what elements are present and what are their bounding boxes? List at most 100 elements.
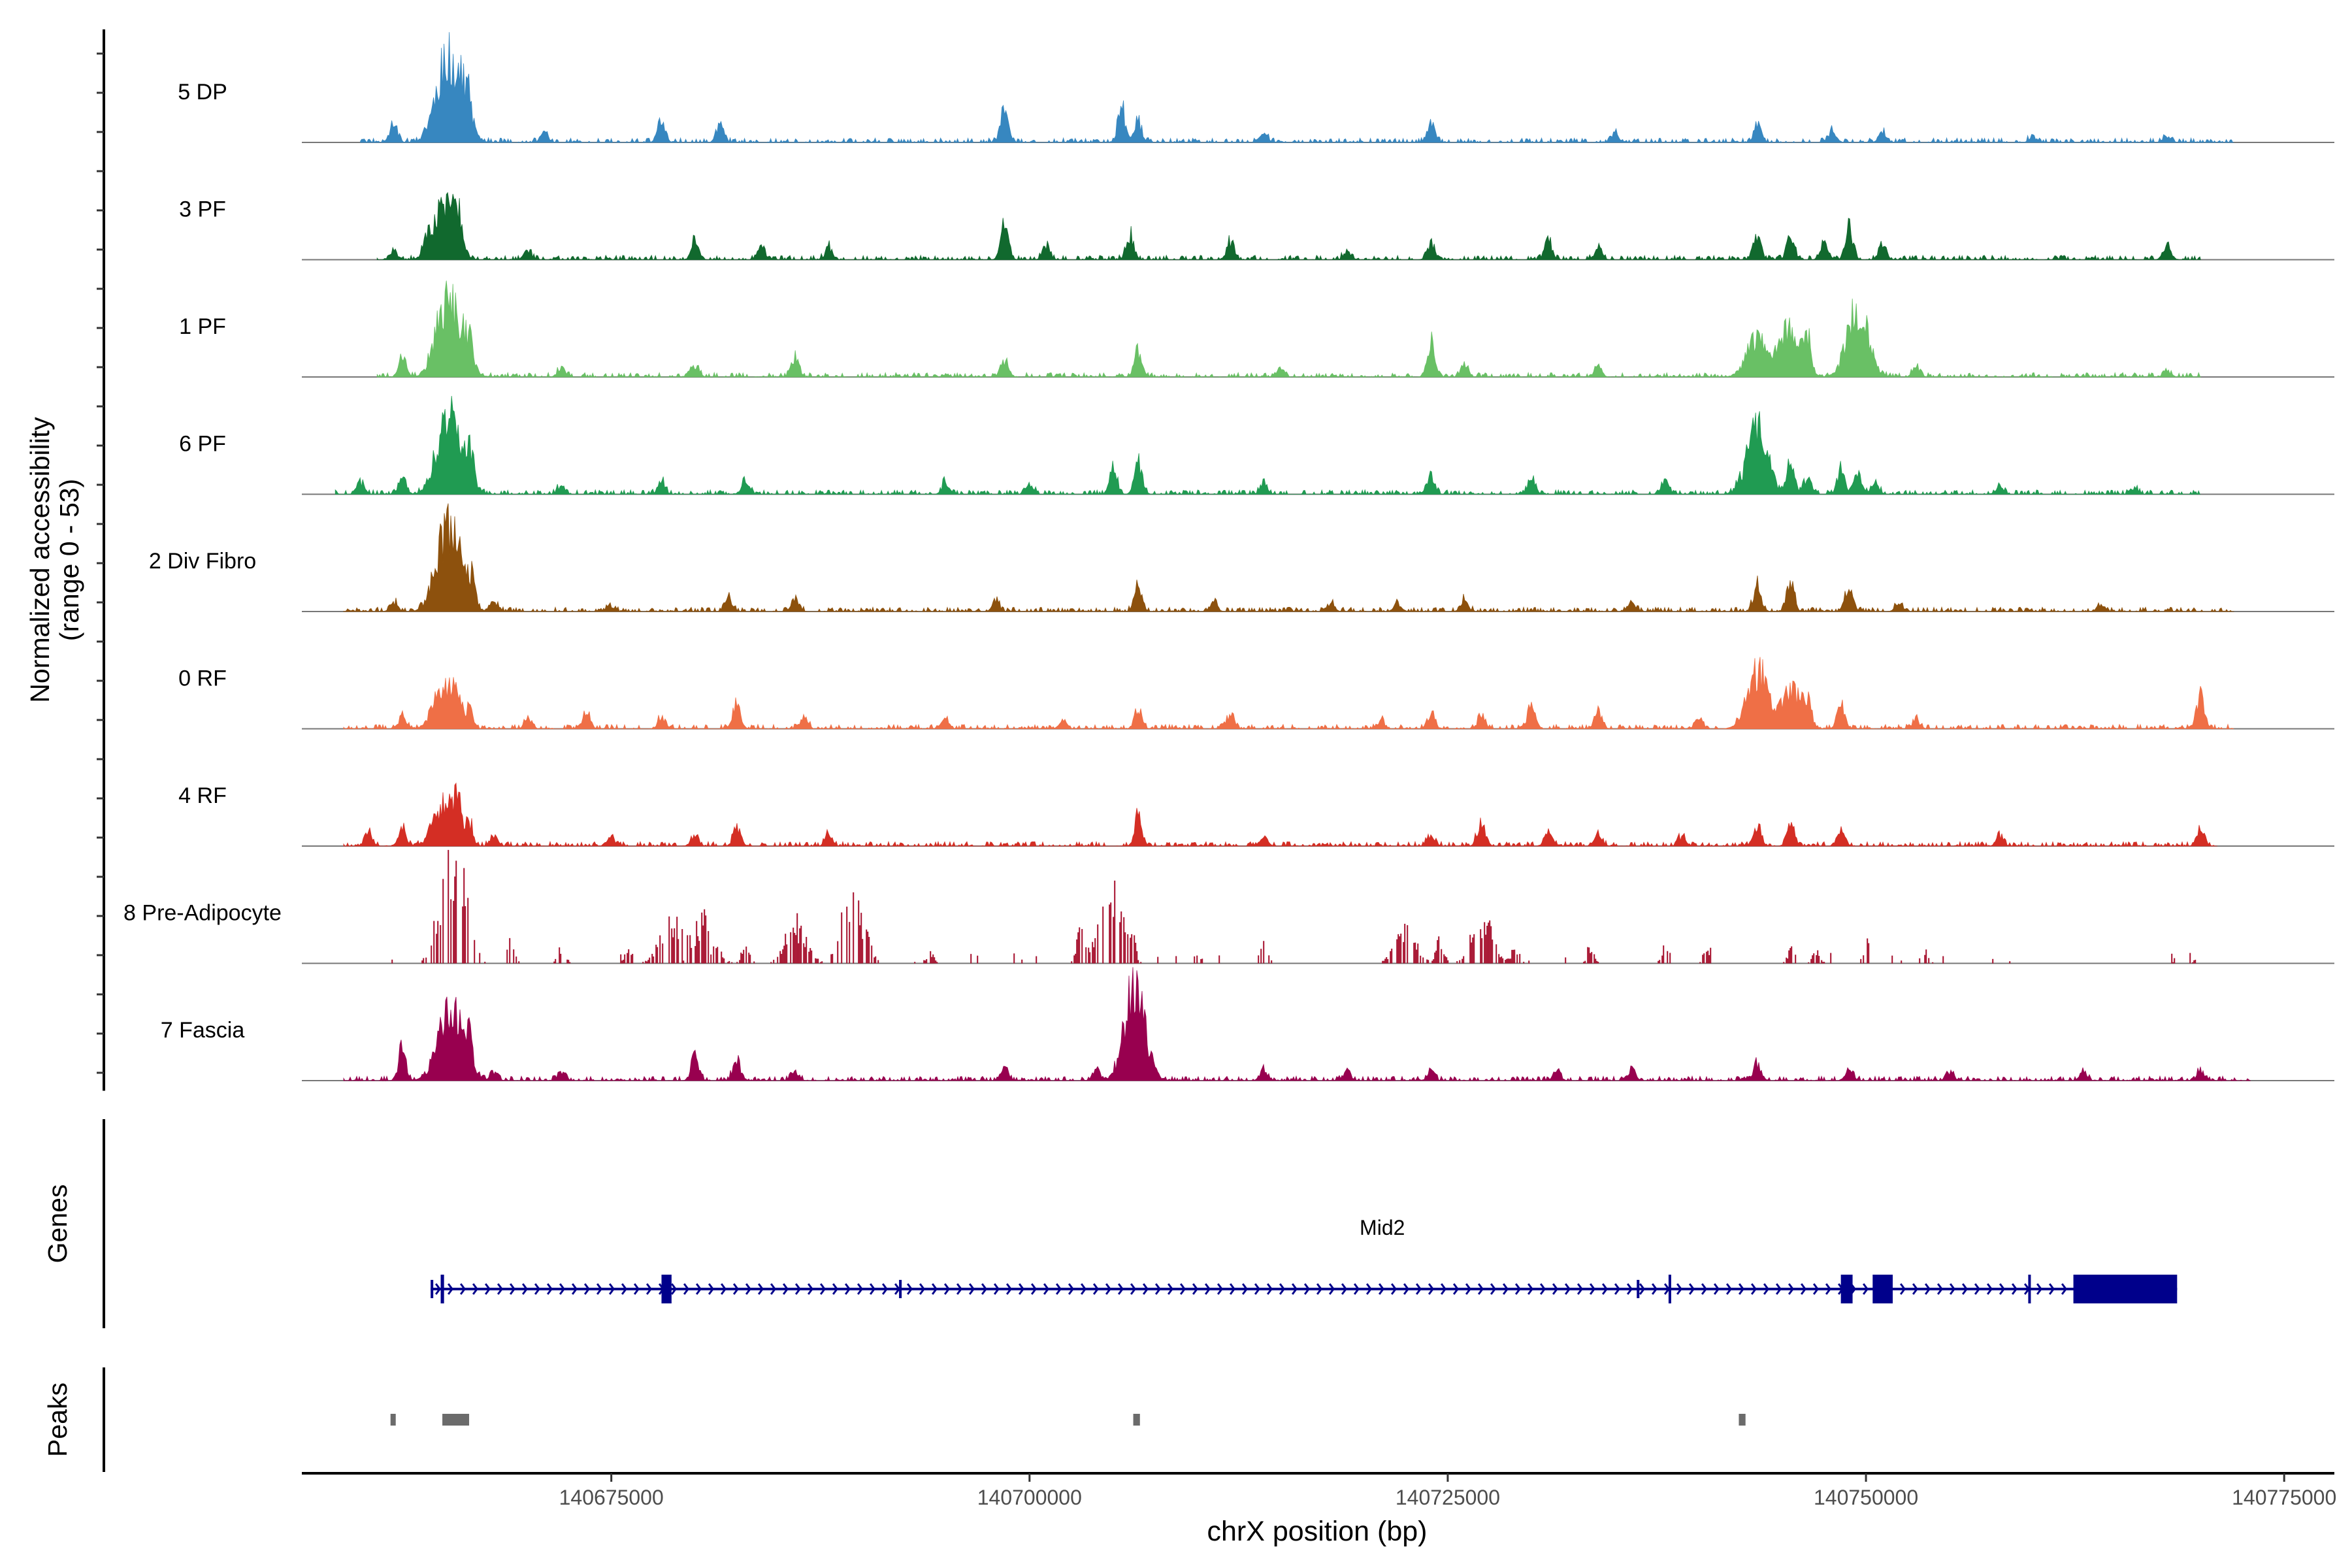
signal-spike [1868, 943, 1870, 964]
signal-spike [450, 899, 452, 964]
signal-spike [1013, 953, 1015, 964]
signal-spike [740, 953, 742, 964]
signal-spike [1085, 947, 1087, 964]
strand-arrow [1639, 1283, 1646, 1295]
signal-spike [809, 948, 811, 964]
strand-arrow [1055, 1283, 1062, 1295]
signal-spike [1437, 939, 1439, 964]
signal-spike [423, 958, 425, 964]
track-label: 8 Pre-Adipocyte [123, 901, 282, 926]
signal-spike [773, 959, 775, 964]
signal-spike [1588, 947, 1590, 964]
signal-spike [1130, 938, 1132, 964]
strand-arrow [1564, 1283, 1571, 1295]
signal-spike [705, 915, 707, 964]
signal-spike [1218, 955, 1220, 964]
signal-spike [1663, 945, 1665, 964]
signal-spike [484, 962, 486, 964]
signal-spike [462, 906, 464, 964]
strand-arrow [683, 1283, 690, 1295]
gene-name-label: Mid2 [1360, 1216, 1405, 1239]
signal-spike [1583, 961, 1585, 964]
signal-spike [871, 945, 873, 964]
signal-spike [1501, 956, 1503, 964]
signal-spike [970, 954, 972, 964]
signal-spike [722, 957, 724, 964]
signal-spike [820, 962, 822, 964]
signal-spike [687, 935, 689, 964]
signal-spike [1703, 953, 1705, 964]
signal-spike [1097, 924, 1099, 964]
signal-spike [2174, 958, 2176, 964]
signal-spike [736, 962, 738, 964]
signal-spike [1821, 960, 1823, 964]
peak-region [1133, 1414, 1140, 1426]
signal-spike [745, 946, 747, 964]
signal-spike [1822, 962, 1824, 964]
signal-spike [1093, 947, 1095, 964]
signal-spike [1081, 928, 1083, 964]
strand-arrow [1999, 1283, 2006, 1295]
signal-spike [1434, 952, 1436, 964]
x-tick-label: 140675000 [559, 1486, 664, 1509]
strand-arrow [1428, 1283, 1435, 1295]
signal-spike [1119, 922, 1121, 964]
x-tick-label: 140725000 [1396, 1486, 1500, 1509]
signal-spike [689, 935, 691, 964]
signal-spike [621, 960, 623, 964]
strand-arrow [546, 1283, 553, 1295]
signal-spike [2172, 962, 2174, 964]
genes-panel-label: Genes [42, 1184, 73, 1264]
strand-arrow [1452, 1283, 1460, 1295]
gene-exon [899, 1280, 902, 1298]
strand-arrow [1068, 1283, 1075, 1295]
signal-spike [728, 960, 730, 964]
signal-spike [1094, 938, 1096, 964]
signal-spike [1396, 939, 1398, 964]
track-label: 1 PF [179, 314, 226, 339]
signal-spike [934, 957, 936, 964]
strand-arrow [1142, 1283, 1149, 1295]
track-signal-area [360, 32, 2234, 144]
strand-arrow [2011, 1283, 2018, 1295]
signal-spike [1073, 955, 1075, 964]
strand-arrow [695, 1283, 702, 1295]
signal-spike [645, 960, 647, 964]
signal-spike [566, 959, 568, 964]
strand-arrow [770, 1283, 777, 1295]
signal-spike [1495, 944, 1497, 964]
signal-spike [804, 947, 806, 964]
signal-spike [1443, 954, 1445, 964]
signal-spike [2171, 953, 2173, 964]
signal-spike [2195, 960, 2197, 964]
signal-spike [678, 939, 679, 964]
signal-spike [713, 946, 715, 964]
strand-arrow [608, 1283, 615, 1295]
signal-spike [1472, 937, 1474, 964]
strand-arrow [621, 1283, 628, 1295]
strand-arrow [732, 1283, 740, 1295]
strand-arrow [1986, 1283, 1993, 1295]
signal-spike [1565, 957, 1567, 964]
signal-spike [453, 900, 455, 964]
peaks-panel-label: Peaks [42, 1382, 73, 1457]
signal-spike [1595, 958, 1597, 964]
signal-spike [803, 943, 805, 964]
track-signal-area [376, 191, 2201, 261]
signal-spike [1919, 958, 1921, 964]
signal-spike [1507, 958, 1509, 964]
signal-spike [1992, 958, 1994, 964]
strand-arrow [447, 1283, 454, 1295]
signal-spike [779, 951, 781, 964]
signal-spike [653, 956, 655, 964]
strand-arrow [1490, 1283, 1497, 1295]
signal-spike [668, 916, 670, 964]
signal-spike [698, 941, 700, 964]
signal-spike [642, 962, 644, 964]
signal-spike [841, 912, 843, 964]
signal-spike [877, 960, 879, 964]
strand-arrow [1266, 1283, 1273, 1295]
strand-arrow [1167, 1283, 1174, 1295]
strand-arrow [1229, 1283, 1236, 1295]
signal-spike [866, 929, 868, 964]
